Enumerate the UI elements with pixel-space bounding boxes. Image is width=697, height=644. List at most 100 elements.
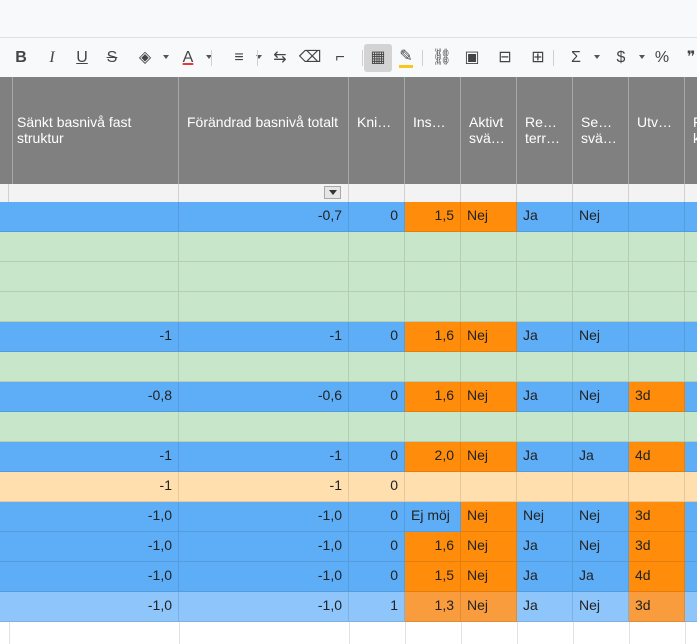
grid-cell[interactable]: -1,0	[9, 532, 179, 562]
column-header-c6[interactable]: Re… terr…	[517, 77, 573, 184]
grid-cell[interactable]: 2,0	[405, 442, 461, 472]
empty-cell[interactable]	[179, 622, 350, 644]
link-button[interactable]: ⛓	[430, 44, 454, 72]
grid-cell[interactable]	[9, 232, 179, 262]
grid-cell[interactable]	[461, 412, 517, 442]
wrap-text-button[interactable]: ⇆	[267, 44, 293, 72]
grid-cell[interactable]	[179, 292, 349, 322]
grid-cell[interactable]: 0	[349, 472, 405, 502]
grid-cell[interactable]: -0,6	[179, 382, 349, 412]
grid-cell[interactable]	[179, 352, 349, 382]
column-header-c7[interactable]: Se… svä…	[573, 77, 629, 184]
column-header-c9[interactable]: F… k…	[685, 77, 697, 184]
grid-cell[interactable]	[685, 562, 697, 592]
grid-cell[interactable]	[629, 232, 685, 262]
grid-cell[interactable]: Nej	[517, 502, 573, 532]
grid-cell[interactable]	[685, 592, 697, 622]
grid-cell[interactable]	[685, 352, 697, 382]
grid-cell[interactable]: -1,0	[9, 502, 179, 532]
grid-cell[interactable]	[629, 472, 685, 502]
grid-cell[interactable]	[9, 292, 179, 322]
grid-cell[interactable]	[629, 412, 685, 442]
currency-button[interactable]: $	[607, 44, 645, 72]
grid-cell[interactable]: Nej	[461, 322, 517, 352]
grid-cell[interactable]: Ja	[517, 532, 573, 562]
column-header-c4[interactable]: Ins…	[405, 77, 461, 184]
chevron-down-icon[interactable]	[163, 55, 169, 59]
grid-cell[interactable]	[629, 352, 685, 382]
grid-cell[interactable]	[573, 262, 629, 292]
insert-row-button[interactable]: ⊟	[492, 44, 518, 72]
grid-cell[interactable]: -1	[9, 442, 179, 472]
column-header-c0[interactable]	[0, 77, 13, 184]
grid-cell[interactable]	[685, 502, 697, 532]
grid-cell[interactable]	[573, 352, 629, 382]
filter-dropdown-button[interactable]	[324, 186, 341, 199]
bold-button[interactable]: B	[10, 44, 32, 72]
grid-cell[interactable]	[685, 442, 697, 472]
grid-cell[interactable]	[685, 292, 697, 322]
empty-cell[interactable]	[629, 622, 686, 644]
grid-cell[interactable]: Ja	[517, 562, 573, 592]
grid-cell[interactable]: Ej möj	[405, 502, 461, 532]
grid-cell[interactable]: 1,6	[405, 322, 461, 352]
grid-cell[interactable]: Nej	[461, 532, 517, 562]
clear-format-button[interactable]: ⌫	[298, 44, 322, 72]
empty-cell[interactable]	[9, 622, 180, 644]
grid-cell[interactable]: 0	[349, 562, 405, 592]
grid-cell[interactable]: Nej	[461, 592, 517, 622]
grid-cell[interactable]	[685, 382, 697, 412]
grid-cell[interactable]	[517, 262, 573, 292]
chevron-down-icon[interactable]	[594, 55, 600, 59]
grid-cell[interactable]	[179, 412, 349, 442]
grid-cell[interactable]: -0,7	[179, 202, 349, 232]
grid-cell[interactable]	[461, 292, 517, 322]
grid-cell[interactable]: Ja	[573, 442, 629, 472]
grid-cell[interactable]: -1,0	[9, 562, 179, 592]
grid-cell[interactable]	[9, 262, 179, 292]
grid-cell[interactable]: Nej	[461, 382, 517, 412]
grid-cell[interactable]: Ja	[573, 562, 629, 592]
grid-cell[interactable]	[9, 352, 179, 382]
grid-cell[interactable]	[461, 232, 517, 262]
grid-cell[interactable]	[405, 292, 461, 322]
grid-cell[interactable]: 0	[349, 382, 405, 412]
grid-cell[interactable]	[349, 412, 405, 442]
grid-cell[interactable]: Nej	[461, 502, 517, 532]
grid-cell[interactable]: -1,0	[179, 592, 349, 622]
empty-cell[interactable]	[349, 622, 406, 644]
grid-cell[interactable]: Nej	[573, 382, 629, 412]
grid-cell[interactable]: Ja	[517, 442, 573, 472]
grid-cell[interactable]	[685, 472, 697, 502]
empty-cell[interactable]	[0, 622, 10, 644]
grid-cell[interactable]: 3d	[629, 532, 685, 562]
grid-cell[interactable]: -0,8	[9, 382, 179, 412]
grid-cell[interactable]: 1,5	[405, 562, 461, 592]
empty-cell[interactable]	[461, 622, 518, 644]
grid-cell[interactable]: 1,3	[405, 592, 461, 622]
grid-cell[interactable]	[405, 262, 461, 292]
grid-cell[interactable]: 0	[349, 532, 405, 562]
grid-cell[interactable]	[629, 262, 685, 292]
empty-cell[interactable]	[405, 622, 462, 644]
grid-cell[interactable]	[349, 352, 405, 382]
column-header-c8[interactable]: Utv…	[629, 77, 685, 184]
grid-cell[interactable]	[9, 412, 179, 442]
italic-button[interactable]: I	[41, 44, 63, 72]
fill-color-button[interactable]: ◈	[131, 44, 169, 72]
grid-cell[interactable]: -1	[179, 442, 349, 472]
column-header-c2[interactable]: Förändrad basnivå totalt	[179, 77, 349, 184]
grid-cell[interactable]: -1,0	[9, 592, 179, 622]
grid-cell[interactable]: 4d	[629, 442, 685, 472]
grid-cell[interactable]: 0	[349, 442, 405, 472]
grid-cell[interactable]: 1,6	[405, 382, 461, 412]
strikethrough-button[interactable]: S	[101, 44, 123, 72]
insert-column-button[interactable]: ⊞	[525, 44, 551, 72]
grid-cell[interactable]	[405, 412, 461, 442]
grid-cell[interactable]: Ja	[517, 202, 573, 232]
grid-cell[interactable]	[461, 472, 517, 502]
column-header-c5[interactable]: Aktivt svä…	[461, 77, 517, 184]
grid-cell[interactable]	[9, 202, 179, 232]
column-header-c3[interactable]: Kni…	[349, 77, 405, 184]
grid-cell[interactable]	[517, 352, 573, 382]
